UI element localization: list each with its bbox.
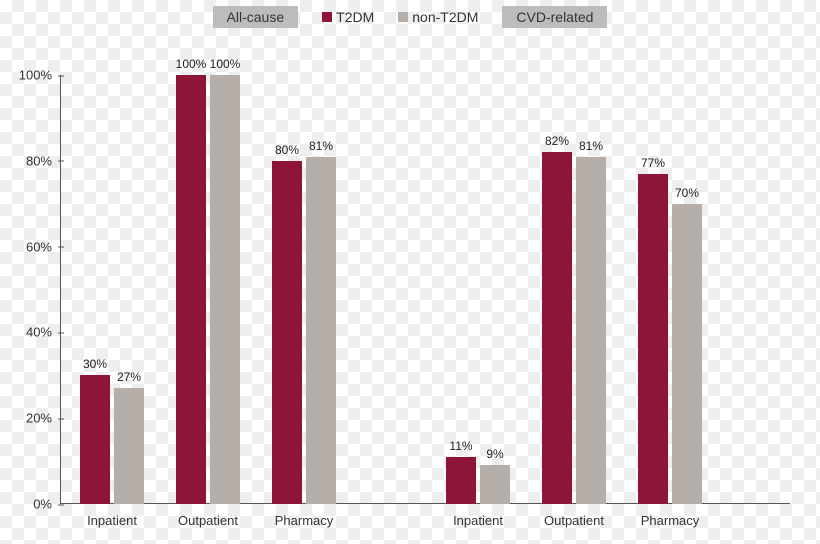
group-label-all-cause: All-cause (213, 6, 299, 28)
bar-value-label: 100% (210, 57, 241, 71)
category-label: Outpatient (544, 513, 604, 528)
bar: 100% (176, 75, 206, 504)
y-tick: 0% (8, 497, 52, 512)
bar-value-label: 9% (486, 447, 503, 461)
bar: 11% (446, 457, 476, 504)
y-tick: 40% (8, 325, 52, 340)
group-label-cvd-related: CVD-related (502, 6, 607, 28)
bar: 81% (306, 157, 336, 504)
bar-value-label: 81% (309, 139, 333, 153)
legend-swatch-t2dm (322, 12, 332, 22)
bar: 27% (114, 388, 144, 504)
bar-value-label: 27% (117, 370, 141, 384)
bar: 30% (80, 375, 110, 504)
chart-container: All-cause T2DM non-T2DM CVD-related 0% 20… (0, 0, 820, 544)
category-label: Inpatient (87, 513, 137, 528)
bar: 70% (672, 204, 702, 504)
y-tick: 80% (8, 153, 52, 168)
bar-value-label: 80% (275, 143, 299, 157)
category-label: Pharmacy (641, 513, 700, 528)
category-label: Inpatient (453, 513, 503, 528)
category-label: Outpatient (178, 513, 238, 528)
category-label: Pharmacy (275, 513, 334, 528)
y-axis (60, 75, 61, 504)
bar-value-label: 11% (449, 439, 472, 453)
bar-value-label: 30% (83, 357, 107, 371)
legend-label-t2dm: T2DM (336, 9, 374, 25)
y-tick: 20% (8, 411, 52, 426)
bar-value-label: 100% (176, 57, 207, 71)
y-tick: 100% (8, 68, 52, 83)
bar-value-label: 81% (579, 139, 603, 153)
legend-label-non-t2dm: non-T2DM (412, 9, 478, 25)
bar: 77% (638, 174, 668, 504)
bar-value-label: 70% (675, 186, 699, 200)
y-tick: 60% (8, 239, 52, 254)
bar: 80% (272, 161, 302, 504)
legend-swatch-non-t2dm (398, 12, 408, 22)
bar-value-label: 77% (641, 156, 665, 170)
legend-series-t2dm: T2DM (322, 9, 374, 25)
bar: 82% (542, 152, 572, 504)
plot-area: 0%20%40%60%80%100%30%27%Inpatient100%100… (60, 75, 790, 504)
bar: 81% (576, 157, 606, 504)
legend-series-non-t2dm: non-T2DM (398, 9, 478, 25)
bar: 9% (480, 465, 510, 504)
legend: All-cause T2DM non-T2DM CVD-related (0, 6, 820, 28)
bar-value-label: 82% (545, 134, 569, 148)
bar: 100% (210, 75, 240, 504)
